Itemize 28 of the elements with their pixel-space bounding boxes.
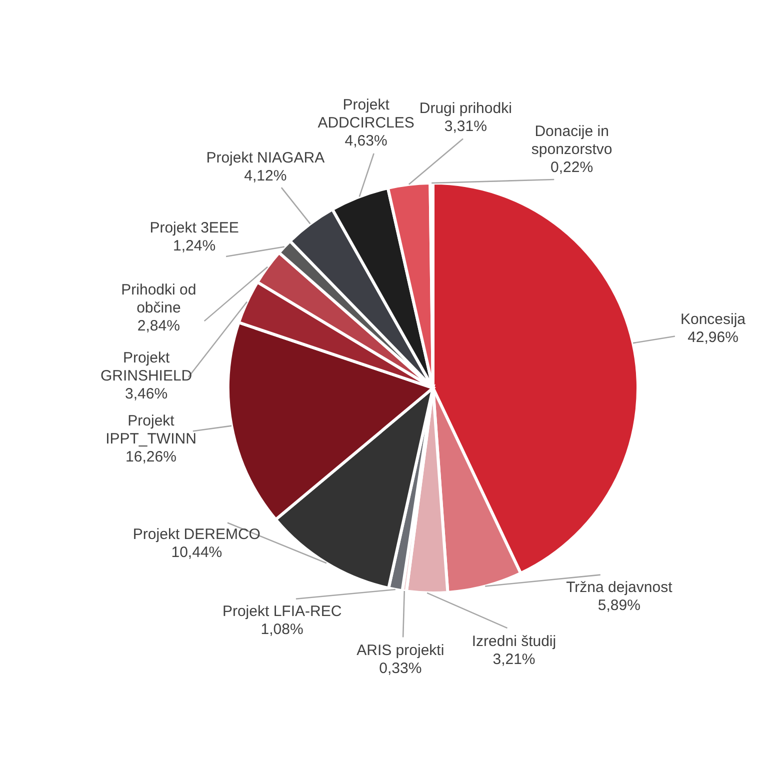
slice-label: Projekt ADDCIRCLES [318, 96, 414, 132]
slice-label: Prihodki od občine [121, 282, 196, 317]
slice-label: Projekt GRINSHIELD [100, 349, 192, 384]
data-label: 5,89% [598, 596, 640, 614]
data-label: 0,33% [379, 660, 422, 678]
slice-label: Projekt IPPT_TWINN [106, 412, 196, 448]
slice-label: Projekt LFIA-REC [222, 603, 342, 620]
slice-label: Donacije in sponzorstvo [531, 123, 612, 158]
data-label: 10,44% [171, 544, 222, 561]
slice-label: Drugi prihodki [419, 100, 512, 117]
slice-label: Koncesija [680, 311, 746, 328]
data-label: 3,46% [125, 385, 168, 402]
data-label: 4,63% [344, 132, 388, 150]
data-label: 4,12% [244, 167, 287, 184]
data-label: 0,22% [550, 159, 594, 176]
slice-label: Izredni študij [472, 632, 556, 650]
data-label: 1,08% [260, 621, 304, 638]
slice-label: Projekt 3EEE [150, 219, 239, 236]
slice-label: ARIS projekti [356, 642, 444, 660]
data-label: 3,21% [492, 650, 536, 668]
data-label: 1,24% [173, 237, 216, 254]
slice-label: Projekt DEREMCO [132, 526, 260, 543]
slice-label: Tržna dejavnost [566, 578, 674, 596]
data-label: 16,26% [126, 448, 176, 466]
data-label: 42,96% [688, 329, 738, 346]
slice-label: Projekt NIAGARA [206, 149, 325, 166]
data-label: 2,84% [137, 318, 180, 335]
data-label: 3,31% [444, 118, 487, 135]
